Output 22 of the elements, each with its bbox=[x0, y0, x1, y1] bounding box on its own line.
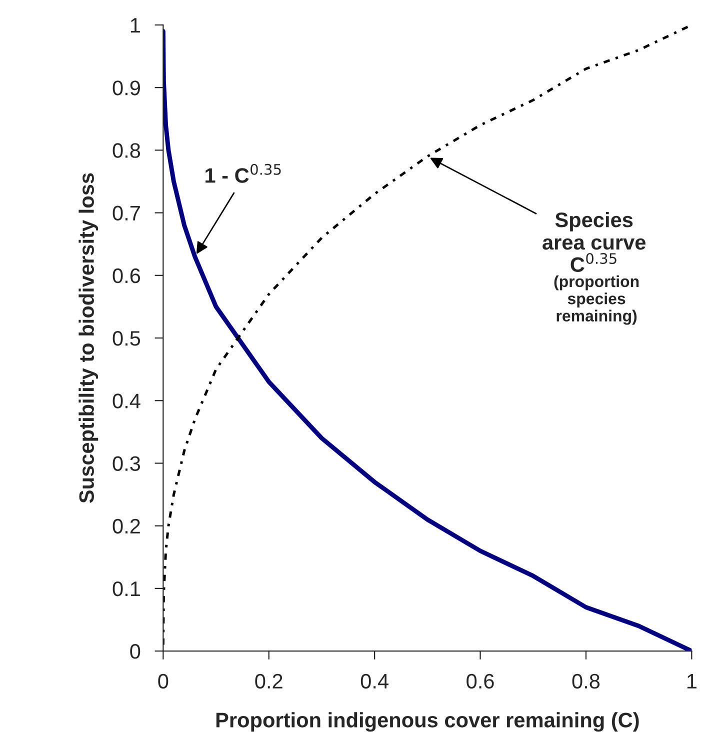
y-tick-label: 0.7 bbox=[112, 206, 140, 221]
x-axis-title: Proportion indigenous cover remaining (C) bbox=[216, 712, 639, 732]
y-tick-label: 0.2 bbox=[112, 518, 140, 534]
y-tick-label: 0.8 bbox=[112, 143, 140, 158]
y-tick-label: 0.9 bbox=[112, 80, 140, 96]
x-tick-label: 0.8 bbox=[572, 674, 600, 689]
y-tick-label: 1 bbox=[130, 18, 140, 33]
y-axis-title: Susceptibility to biodiversity loss bbox=[78, 173, 98, 503]
y-tick-label: 0.5 bbox=[112, 331, 140, 346]
y-tick-label: 0 bbox=[130, 644, 140, 659]
y-tick-label: 0.4 bbox=[112, 394, 140, 408]
y-tick-label: 0.1 bbox=[112, 581, 140, 596]
x-tick-label: 1 bbox=[687, 674, 696, 688]
annotation: Species area curve C$^{0.35}$ bbox=[542, 212, 646, 272]
y-tick-label: 0.3 bbox=[112, 456, 140, 471]
x-tick-label: 0.6 bbox=[466, 674, 494, 689]
y-tick-label: 0.6 bbox=[112, 268, 140, 284]
annotation: 1 - C$^{0.35}$ bbox=[206, 164, 281, 183]
x-tick-label: 0.2 bbox=[255, 674, 282, 689]
x-tick-label: 0 bbox=[158, 674, 168, 689]
x-tick-label: 0.4 bbox=[360, 674, 388, 689]
annotation: (proportion species remaining) bbox=[554, 275, 639, 325]
